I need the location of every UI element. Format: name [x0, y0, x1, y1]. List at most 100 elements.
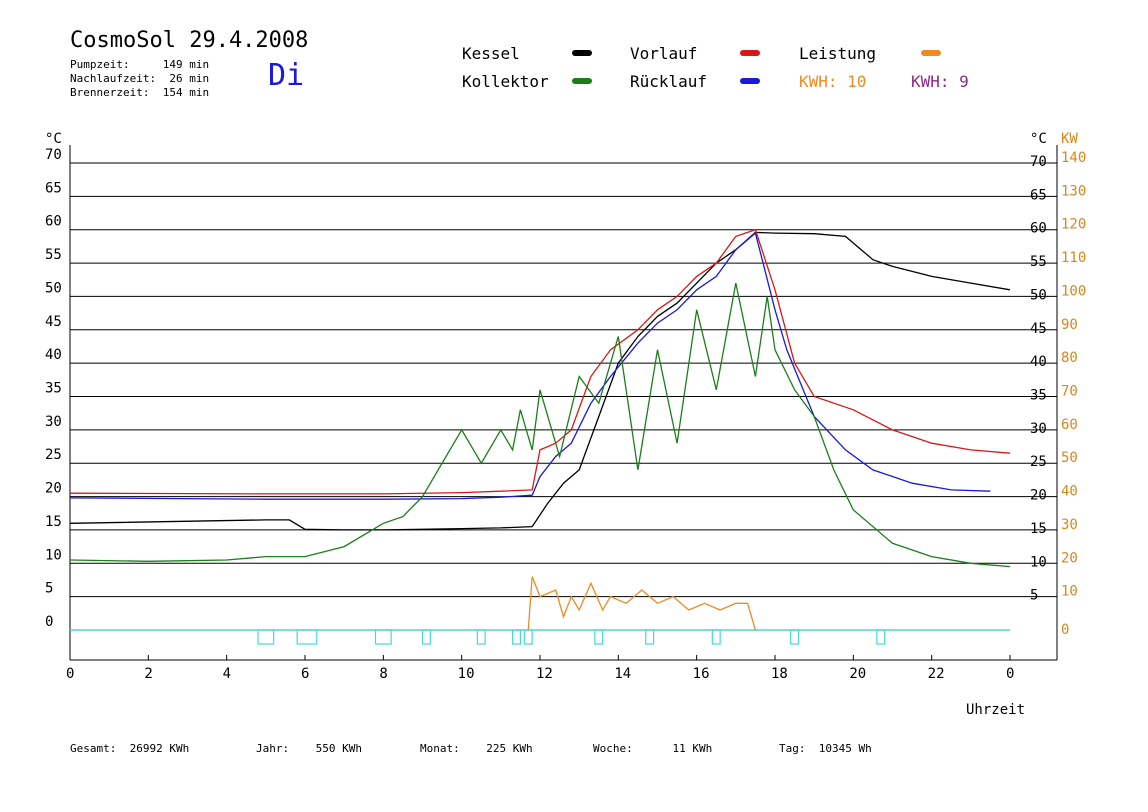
x-tick-label: 14	[614, 666, 631, 682]
x-tick-label: 16	[693, 666, 710, 682]
x-tick-label: 0	[1006, 666, 1014, 682]
y-tick-label-right-temp: 65	[1030, 187, 1047, 203]
y-tick-label-right-power: 90	[1061, 317, 1078, 333]
legend-ruecklauf-swatch	[740, 78, 760, 84]
pump-block	[594, 629, 604, 645]
series-line-kollektor	[69, 282, 1011, 568]
chart-title: CosmoSol 29.4.2008	[70, 28, 309, 53]
y-tick-label-left: 70	[45, 147, 62, 163]
y-tick-label-left: 25	[45, 447, 62, 463]
footer-monat: Monat: 225 KWh	[420, 742, 533, 755]
y-tick-label-right-temp: 60	[1030, 221, 1047, 237]
y-tick-label-right-power: 50	[1061, 450, 1078, 466]
y-tick-label-right-temp: 40	[1030, 354, 1047, 370]
y-tick-label-right-temp: 55	[1030, 254, 1047, 270]
y-tick-label-right-temp: 70	[1030, 154, 1047, 170]
x-tick-label: 2	[144, 666, 152, 682]
y-tick-label-right-power: 20	[1061, 550, 1078, 566]
y-tick-label-right-temp: 50	[1030, 287, 1047, 303]
legend-ruecklauf: Rücklauf	[630, 72, 708, 91]
y-tick-label-right-temp: 45	[1030, 321, 1047, 337]
y-tick-label-right-power: 0	[1061, 622, 1069, 638]
series-line-kessel	[69, 231, 1011, 531]
x-tick-label: 8	[379, 666, 387, 682]
x-tick-label: 12	[536, 666, 553, 682]
legend-kessel: Kessel	[462, 44, 520, 63]
pump-block	[645, 629, 655, 645]
y-tick-label-right-power: 40	[1061, 484, 1078, 500]
brenner-time: Brennerzeit: 154 min	[70, 86, 210, 99]
footer-gesamt: Gesamt: 26992 KWh	[70, 742, 190, 755]
y-axis-unit-left: °C	[45, 131, 62, 147]
y-tick-label-left: 5	[45, 581, 53, 597]
legend-kollektor-swatch	[572, 78, 592, 84]
x-axis-label: Uhrzeit	[966, 702, 1025, 718]
series-line-ruecklauf	[69, 231, 991, 500]
y-tick-label-left: 35	[45, 381, 62, 397]
x-tick-label: 10	[458, 666, 475, 682]
y-tick-label-right-power: 110	[1061, 250, 1086, 266]
y-tick-label-left: 10	[45, 547, 62, 563]
pump-block	[257, 629, 275, 645]
nachlauf-time: Nachlaufzeit: 26 min	[70, 72, 210, 85]
x-tick-label: 22	[928, 666, 945, 682]
y-tick-label-right-temp: 25	[1030, 454, 1047, 470]
legend-leistung: Leistung	[799, 44, 877, 63]
kwh-leistung: KWH: 10	[799, 72, 867, 91]
pump-block	[523, 629, 533, 645]
series-line-leistung	[527, 576, 757, 631]
y-tick-label-left: 20	[45, 481, 62, 497]
y-tick-label-right-power: 140	[1061, 150, 1086, 166]
y-tick-label-right-power: 30	[1061, 517, 1078, 533]
pump-block	[374, 629, 392, 645]
y-tick-label-right-power: 100	[1061, 283, 1086, 299]
pump-block	[790, 629, 800, 645]
y-tick-label-right-temp: 35	[1030, 388, 1047, 404]
y-tick-label-right-temp: 5	[1030, 588, 1038, 604]
y-tick-label-right-temp: 20	[1030, 488, 1047, 504]
y-axis-unit-right-power: KW	[1061, 131, 1078, 147]
y-tick-label-right-power: 130	[1061, 183, 1086, 199]
y-tick-label-left: 45	[45, 314, 62, 330]
y-tick-label-left: 30	[45, 414, 62, 430]
y-axis-unit-right-temp: °C	[1030, 131, 1047, 147]
y-tick-label-left: 0	[45, 614, 53, 630]
legend-kessel-swatch	[572, 50, 592, 56]
kwh-ruecklauf: KWH: 9	[911, 72, 969, 91]
legend-vorlauf-swatch	[740, 50, 760, 56]
weekday-label: Di	[268, 58, 305, 93]
pump-block	[476, 629, 486, 645]
y-tick-label-right-power: 10	[1061, 584, 1078, 600]
y-tick-label-left: 50	[45, 280, 62, 296]
y-tick-label-left: 55	[45, 247, 62, 263]
y-tick-label-right-power: 70	[1061, 384, 1078, 400]
x-tick-label: 4	[223, 666, 231, 682]
y-tick-label-right-temp: 10	[1030, 554, 1047, 570]
y-tick-label-left: 65	[45, 180, 62, 196]
y-tick-label-right-temp: 30	[1030, 421, 1047, 437]
x-tick-label: 20	[849, 666, 866, 682]
x-tick-label: 18	[771, 666, 788, 682]
legend-leistung-swatch	[921, 50, 941, 56]
pump-block	[876, 629, 886, 645]
y-tick-label-right-temp: 15	[1030, 521, 1047, 537]
y-tick-label-right-power: 60	[1061, 417, 1078, 433]
legend-vorlauf: Vorlauf	[630, 44, 698, 63]
x-tick-label: 0	[66, 666, 74, 682]
x-tick-label: 6	[301, 666, 309, 682]
y-tick-label-right-power: 80	[1061, 350, 1078, 366]
pump-block	[296, 629, 318, 645]
y-tick-label-left: 40	[45, 347, 62, 363]
y-tick-label-left: 60	[45, 214, 62, 230]
series-line-vorlauf	[69, 228, 1011, 495]
pump-block	[511, 629, 522, 645]
pump-block	[711, 629, 721, 645]
pump-time: Pumpzeit: 149 min	[70, 58, 210, 71]
footer-jahr: Jahr: 550 KWh	[256, 742, 362, 755]
y-tick-label-right-power: 120	[1061, 217, 1086, 233]
pump-block	[421, 629, 431, 645]
footer-woche: Woche: 11 KWh	[593, 742, 713, 755]
legend-kollektor: Kollektor	[462, 72, 549, 91]
y-tick-label-left: 15	[45, 514, 62, 530]
